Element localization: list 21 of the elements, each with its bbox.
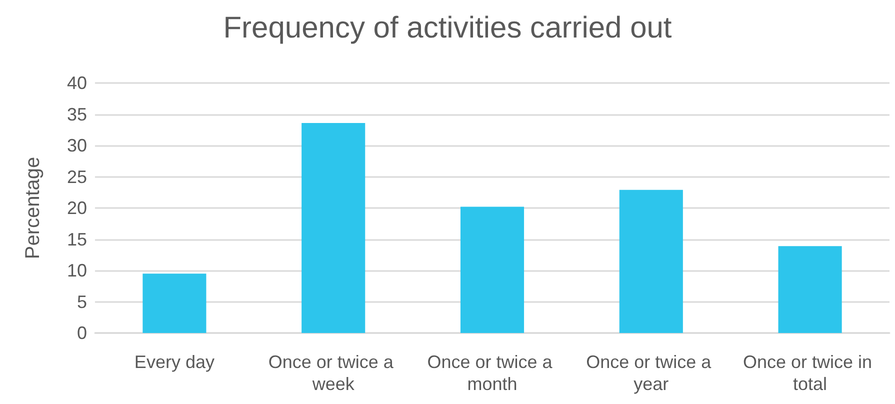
x-tick-label: Once or twice in total bbox=[743, 352, 878, 394]
bar bbox=[619, 190, 683, 333]
bar bbox=[302, 123, 366, 333]
y-tick-label: 25 bbox=[66, 166, 87, 187]
x-tick-label: Every day bbox=[134, 352, 214, 372]
x-tick-label: Once or twice a month bbox=[427, 352, 558, 394]
y-tick-label: 15 bbox=[66, 229, 87, 250]
y-tick-label: 5 bbox=[76, 292, 87, 312]
bar bbox=[778, 246, 842, 333]
bar bbox=[460, 206, 524, 333]
y-tick-label: 40 bbox=[66, 73, 87, 93]
y-tick-label: 30 bbox=[66, 136, 87, 156]
y-tick-label: 35 bbox=[66, 104, 87, 124]
bar bbox=[142, 274, 206, 333]
y-axis-title: Percentage bbox=[22, 156, 44, 260]
x-tick-label: Once or twice a week bbox=[268, 352, 398, 394]
y-tick-label: 20 bbox=[66, 198, 87, 218]
y-tick-label: 0 bbox=[76, 323, 87, 343]
chart-title: Frequency of activities carried out bbox=[223, 12, 672, 44]
y-tick-label: 10 bbox=[66, 260, 87, 280]
x-tick-label: Once or twice a year bbox=[586, 352, 716, 394]
